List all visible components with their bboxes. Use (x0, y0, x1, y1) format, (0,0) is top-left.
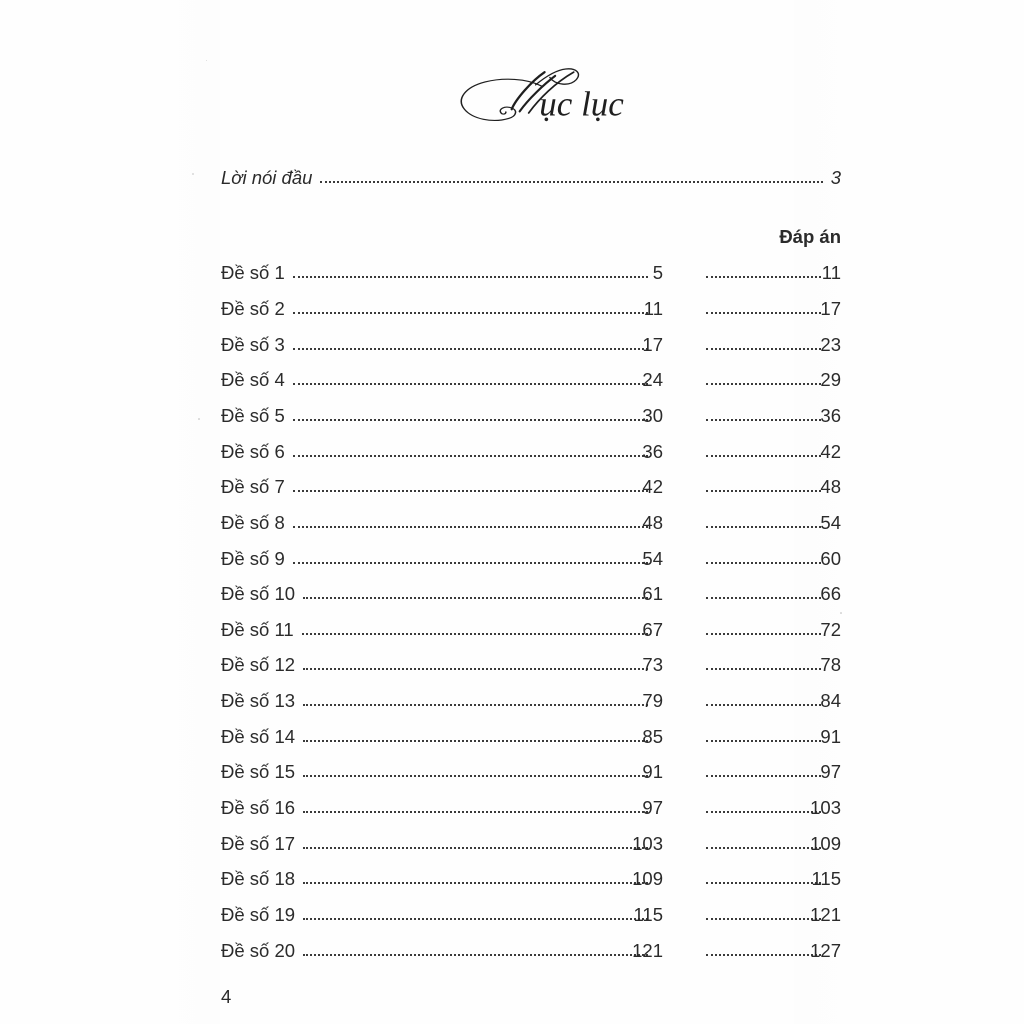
svg-text:ục lục: ục lục (539, 85, 624, 124)
